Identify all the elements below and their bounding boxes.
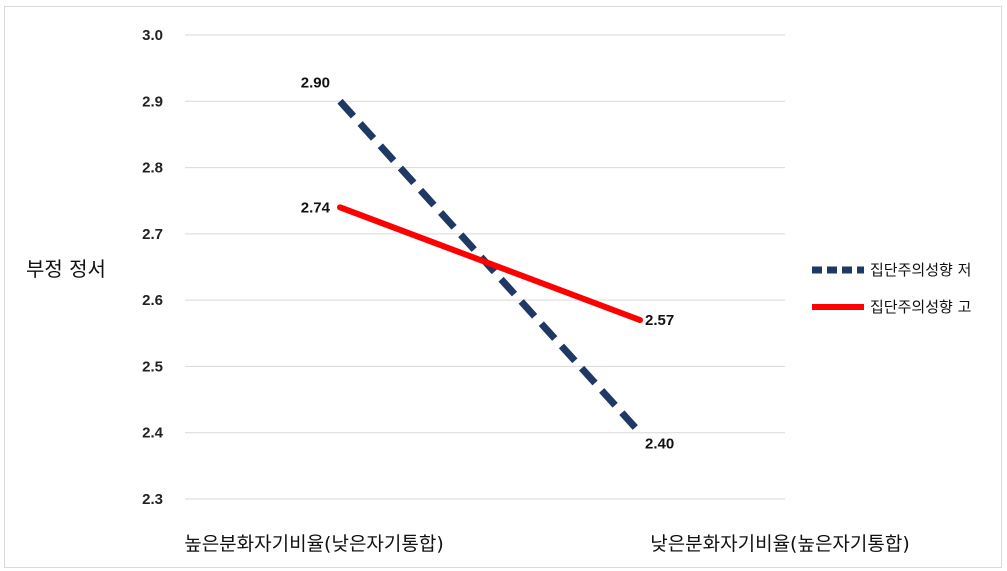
- legend-label: 집단주의성향 고: [870, 298, 971, 316]
- series-lines: [337, 98, 643, 436]
- data-label: 2.90: [301, 74, 330, 91]
- y-tick-label: 2.7: [142, 226, 163, 243]
- data-labels: 2.90 2.40 2.74 2.57: [301, 74, 674, 452]
- series-line-0: [337, 98, 643, 436]
- legend-label: 집단주의성향 저: [870, 261, 971, 279]
- data-label: 2.74: [301, 199, 331, 216]
- y-axis-ticks: 3.0 2.9 2.8 2.7 2.6 2.5 2.4 2.3: [142, 27, 164, 508]
- y-tick-label: 2.3: [142, 491, 163, 508]
- y-tick-label: 2.6: [142, 292, 163, 309]
- x-category-label: 낮은분화자기비율(높은자기통합): [650, 533, 910, 555]
- y-tick-label: 2.5: [142, 358, 163, 375]
- series-line-1: [337, 204, 643, 324]
- y-tick-label: 2.4: [142, 425, 164, 442]
- y-axis-label: 부정 정서: [26, 257, 106, 281]
- data-label: 2.40: [645, 436, 674, 453]
- x-category-label: 높은분화자기비율(낮은자기통합): [184, 533, 444, 555]
- x-axis-categories: 높은분화자기비율(낮은자기통합) 낮은분화자기비율(높은자기통합): [184, 533, 910, 555]
- y-tick-label: 2.8: [142, 160, 163, 177]
- data-label: 2.57: [645, 312, 674, 329]
- y-tick-label: 2.9: [142, 93, 163, 110]
- y-tick-label: 3.0: [142, 27, 163, 44]
- chart-frame: [4, 6, 1002, 568]
- gridlines: [185, 34, 785, 500]
